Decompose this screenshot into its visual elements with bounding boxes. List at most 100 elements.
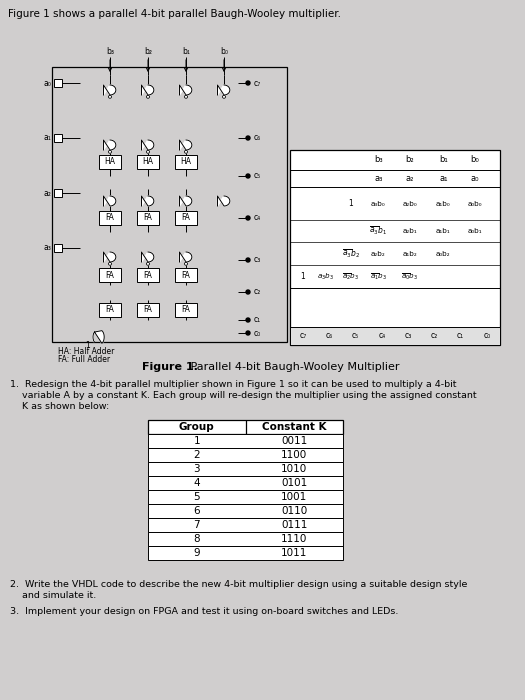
Circle shape — [223, 95, 226, 98]
Text: b₀: b₀ — [220, 48, 228, 57]
Text: a₁: a₁ — [439, 174, 447, 183]
Text: c₁: c₁ — [254, 316, 260, 325]
Text: b₁: b₁ — [182, 48, 190, 57]
Text: a₁b₀: a₁b₀ — [436, 200, 450, 206]
Polygon shape — [180, 85, 192, 95]
Text: Group: Group — [179, 422, 215, 432]
Polygon shape — [103, 140, 116, 150]
Polygon shape — [142, 196, 154, 206]
Bar — [148, 434, 343, 448]
Text: 3: 3 — [193, 464, 200, 474]
Text: 7: 7 — [193, 520, 200, 530]
Bar — [99, 211, 121, 225]
Text: a₂: a₂ — [405, 174, 414, 183]
Text: HA: Half Adder: HA: Half Adder — [58, 347, 114, 356]
Text: HA: HA — [181, 158, 192, 167]
Text: 1: 1 — [349, 199, 353, 208]
Circle shape — [246, 258, 250, 262]
Text: a₂b₂: a₂b₂ — [371, 251, 385, 256]
Text: FA: FA — [182, 214, 191, 223]
Text: $\overline{a_0}b_3$: $\overline{a_0}b_3$ — [401, 271, 418, 282]
Text: 1010: 1010 — [281, 464, 307, 474]
Text: c₆: c₆ — [254, 134, 260, 143]
Polygon shape — [180, 140, 192, 150]
Bar — [137, 211, 159, 225]
Text: 1100: 1100 — [281, 450, 307, 460]
Text: $\overline{a_2}b_3$: $\overline{a_2}b_3$ — [342, 271, 360, 282]
Text: 2.  Write the VHDL code to describe the new 4-bit multiplier design using a suit: 2. Write the VHDL code to describe the n… — [10, 580, 467, 589]
Bar — [54, 134, 62, 142]
Bar — [175, 155, 197, 169]
Text: Figure 1.: Figure 1. — [142, 362, 198, 372]
Text: c₂: c₂ — [430, 332, 438, 340]
Bar — [54, 189, 62, 197]
Bar — [148, 448, 343, 462]
Text: c₃: c₃ — [254, 256, 260, 265]
Text: 1: 1 — [300, 272, 305, 281]
Bar — [148, 532, 343, 546]
Text: 2: 2 — [193, 450, 200, 460]
Text: 0111: 0111 — [281, 520, 308, 530]
Text: 9: 9 — [193, 548, 200, 558]
Polygon shape — [142, 140, 154, 150]
Circle shape — [246, 136, 250, 140]
Bar — [99, 268, 121, 282]
Text: variable A by a constant K. Each group will re-design the multiplier using the a: variable A by a constant K. Each group w… — [10, 391, 477, 400]
Text: a₁: a₁ — [43, 134, 51, 143]
Circle shape — [109, 150, 111, 153]
Bar — [148, 420, 343, 434]
Text: 1: 1 — [193, 436, 200, 446]
Text: $a_3b_3$: $a_3b_3$ — [317, 272, 334, 281]
Text: a₁b₂: a₁b₂ — [402, 251, 417, 256]
Text: FA: FA — [143, 270, 152, 279]
Bar — [175, 211, 197, 225]
Text: c₂: c₂ — [254, 288, 260, 297]
Polygon shape — [103, 196, 116, 206]
Text: 8: 8 — [193, 534, 200, 544]
Text: b₃: b₃ — [374, 155, 383, 164]
Bar — [99, 155, 121, 169]
Text: c₇: c₇ — [254, 78, 260, 88]
Polygon shape — [217, 85, 230, 95]
Text: a₀: a₀ — [43, 78, 51, 88]
Text: a₂: a₂ — [43, 188, 51, 197]
Text: FA: Full Adder: FA: Full Adder — [58, 356, 110, 365]
Polygon shape — [103, 85, 116, 95]
Bar — [175, 303, 197, 317]
Bar — [137, 155, 159, 169]
Bar — [148, 462, 343, 476]
Text: a₀b₁: a₀b₁ — [467, 228, 482, 234]
Bar — [148, 504, 343, 518]
Circle shape — [246, 290, 250, 294]
Polygon shape — [142, 85, 154, 95]
Text: $\overline{a_1}b_3$: $\overline{a_1}b_3$ — [370, 271, 387, 282]
Circle shape — [246, 216, 250, 220]
Text: c₇: c₇ — [300, 332, 307, 340]
Circle shape — [184, 262, 187, 265]
Text: $\overline{a_3}b_2$: $\overline{a_3}b_2$ — [342, 247, 360, 260]
Text: b₁: b₁ — [439, 155, 448, 164]
Bar — [54, 79, 62, 87]
Text: 4: 4 — [193, 478, 200, 488]
Polygon shape — [103, 252, 116, 262]
Circle shape — [184, 95, 187, 98]
Polygon shape — [217, 196, 230, 206]
Circle shape — [246, 331, 250, 335]
Text: c₀: c₀ — [254, 328, 260, 337]
Bar — [99, 303, 121, 317]
Text: 1011: 1011 — [281, 548, 308, 558]
Text: Figure 1 shows a parallel 4-bit parallel Baugh-Wooley multiplier.: Figure 1 shows a parallel 4-bit parallel… — [8, 9, 341, 19]
Text: $\overline{a_3}b_1$: $\overline{a_3}b_1$ — [369, 225, 387, 237]
Text: 5: 5 — [193, 492, 200, 502]
Text: a₁b₁: a₁b₁ — [436, 228, 450, 234]
Circle shape — [146, 150, 150, 153]
Text: a₀: a₀ — [470, 174, 479, 183]
Bar — [290, 327, 500, 345]
Text: HA: HA — [104, 158, 116, 167]
Bar — [52, 67, 287, 342]
Text: 6: 6 — [193, 506, 200, 516]
Text: c₆: c₆ — [326, 332, 333, 340]
Text: b₂: b₂ — [144, 48, 152, 57]
Text: c₅: c₅ — [352, 332, 359, 340]
Text: c₄: c₄ — [379, 332, 385, 340]
